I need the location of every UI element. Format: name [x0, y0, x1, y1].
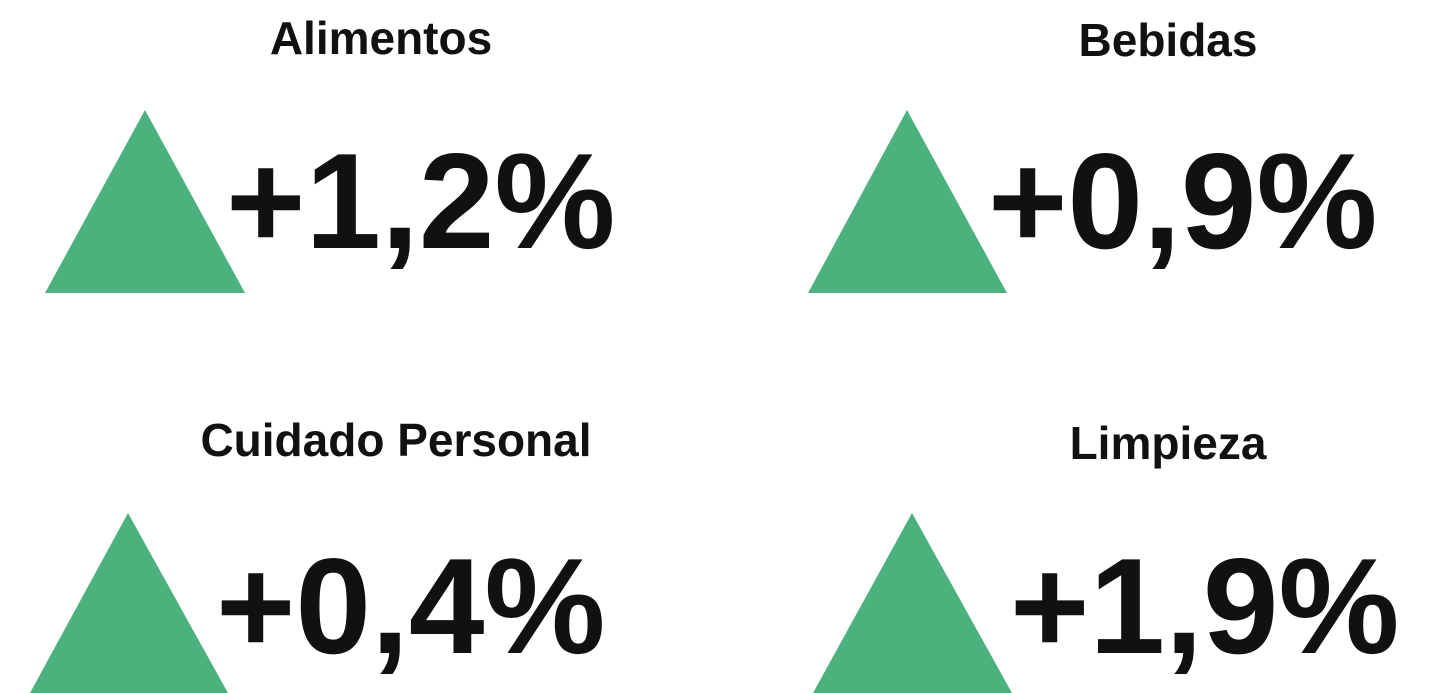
- kpi-value: +0,4%: [216, 530, 605, 682]
- kpi-title: Bebidas: [1079, 14, 1258, 66]
- kpi-title: Limpieza: [1070, 417, 1267, 469]
- kpi-card: Alimentos +1,2%: [45, 12, 615, 293]
- up-arrow: [813, 513, 1012, 693]
- kpi-title: Alimentos: [270, 12, 492, 64]
- up-arrow: [808, 110, 1007, 293]
- up-arrow: [30, 513, 228, 693]
- kpi-value: +1,9%: [1010, 530, 1399, 682]
- kpi-value: +0,9%: [988, 125, 1377, 277]
- up-arrow: [45, 110, 245, 293]
- kpi-card: Bebidas +0,9%: [808, 14, 1377, 293]
- kpi-title: Cuidado Personal: [200, 414, 591, 466]
- kpi-card: Limpieza +1,9%: [813, 417, 1399, 693]
- kpi-value: +1,2%: [226, 125, 615, 277]
- kpi-card: Cuidado Personal +0,4%: [30, 414, 605, 693]
